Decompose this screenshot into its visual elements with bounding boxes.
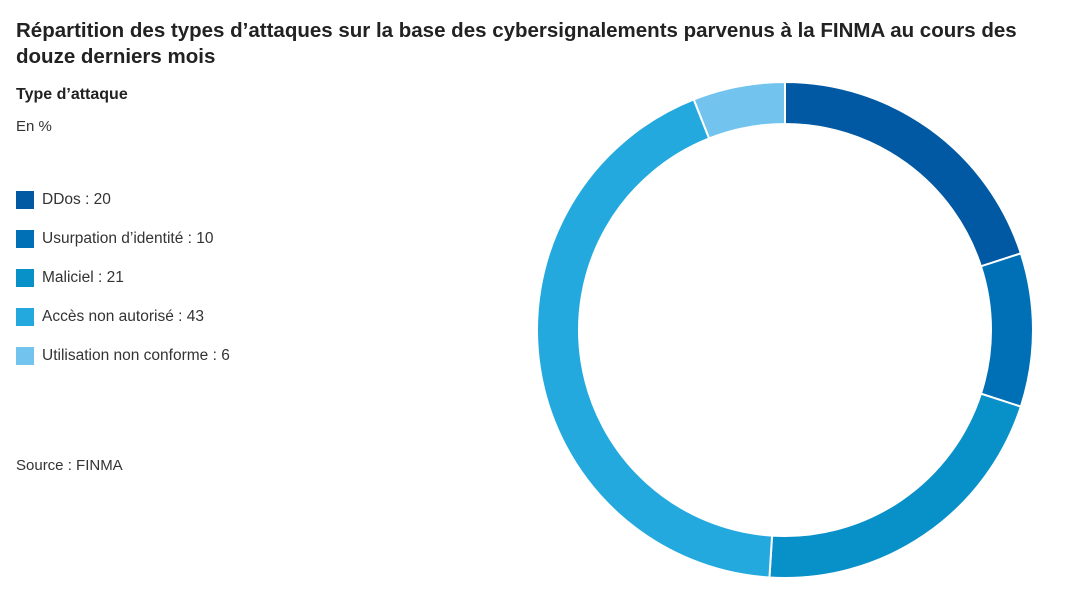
- legend-swatch-ddos: [16, 190, 34, 209]
- legend-label-ddos: DDos : 20: [42, 190, 111, 208]
- legend-label-maliciel: Maliciel : 21: [42, 268, 124, 286]
- donut-slices: [535, 80, 1034, 579]
- chart-title: Répartition des types d’attaques sur la …: [16, 19, 1017, 68]
- unit-label: En %: [16, 118, 52, 135]
- source-note: Source : FINMA: [16, 457, 123, 474]
- legend-swatch-acces: [16, 307, 34, 326]
- donut-slice-1: [979, 252, 1034, 408]
- donut-chart: [535, 80, 1034, 579]
- legend-item-usurpation: Usurpation d’identité : 10: [16, 219, 230, 258]
- legend: DDos : 20 Usurpation d’identité : 10 Mal…: [16, 180, 230, 375]
- legend-swatch-utilisation: [16, 346, 34, 365]
- donut-slice-4: [692, 80, 786, 140]
- legend-label-acces: Accès non autorisé : 43: [42, 307, 204, 325]
- legend-swatch-usurpation: [16, 229, 34, 248]
- legend-swatch-maliciel: [16, 268, 34, 287]
- legend-item-utilisation: Utilisation non conforme : 6: [16, 336, 230, 375]
- legend-item-ddos: DDos : 20: [16, 180, 230, 219]
- donut-slice-0: [784, 80, 1023, 268]
- chart-subtitle: Type d’attaque: [16, 86, 128, 103]
- legend-item-maliciel: Maliciel : 21: [16, 258, 230, 297]
- legend-label-usurpation: Usurpation d’identité : 10: [42, 229, 214, 247]
- donut-slice-2: [768, 392, 1023, 579]
- legend-label-utilisation: Utilisation non conforme : 6: [42, 346, 230, 364]
- legend-item-acces: Accès non autorisé : 43: [16, 297, 230, 336]
- donut-slice-3: [535, 98, 774, 579]
